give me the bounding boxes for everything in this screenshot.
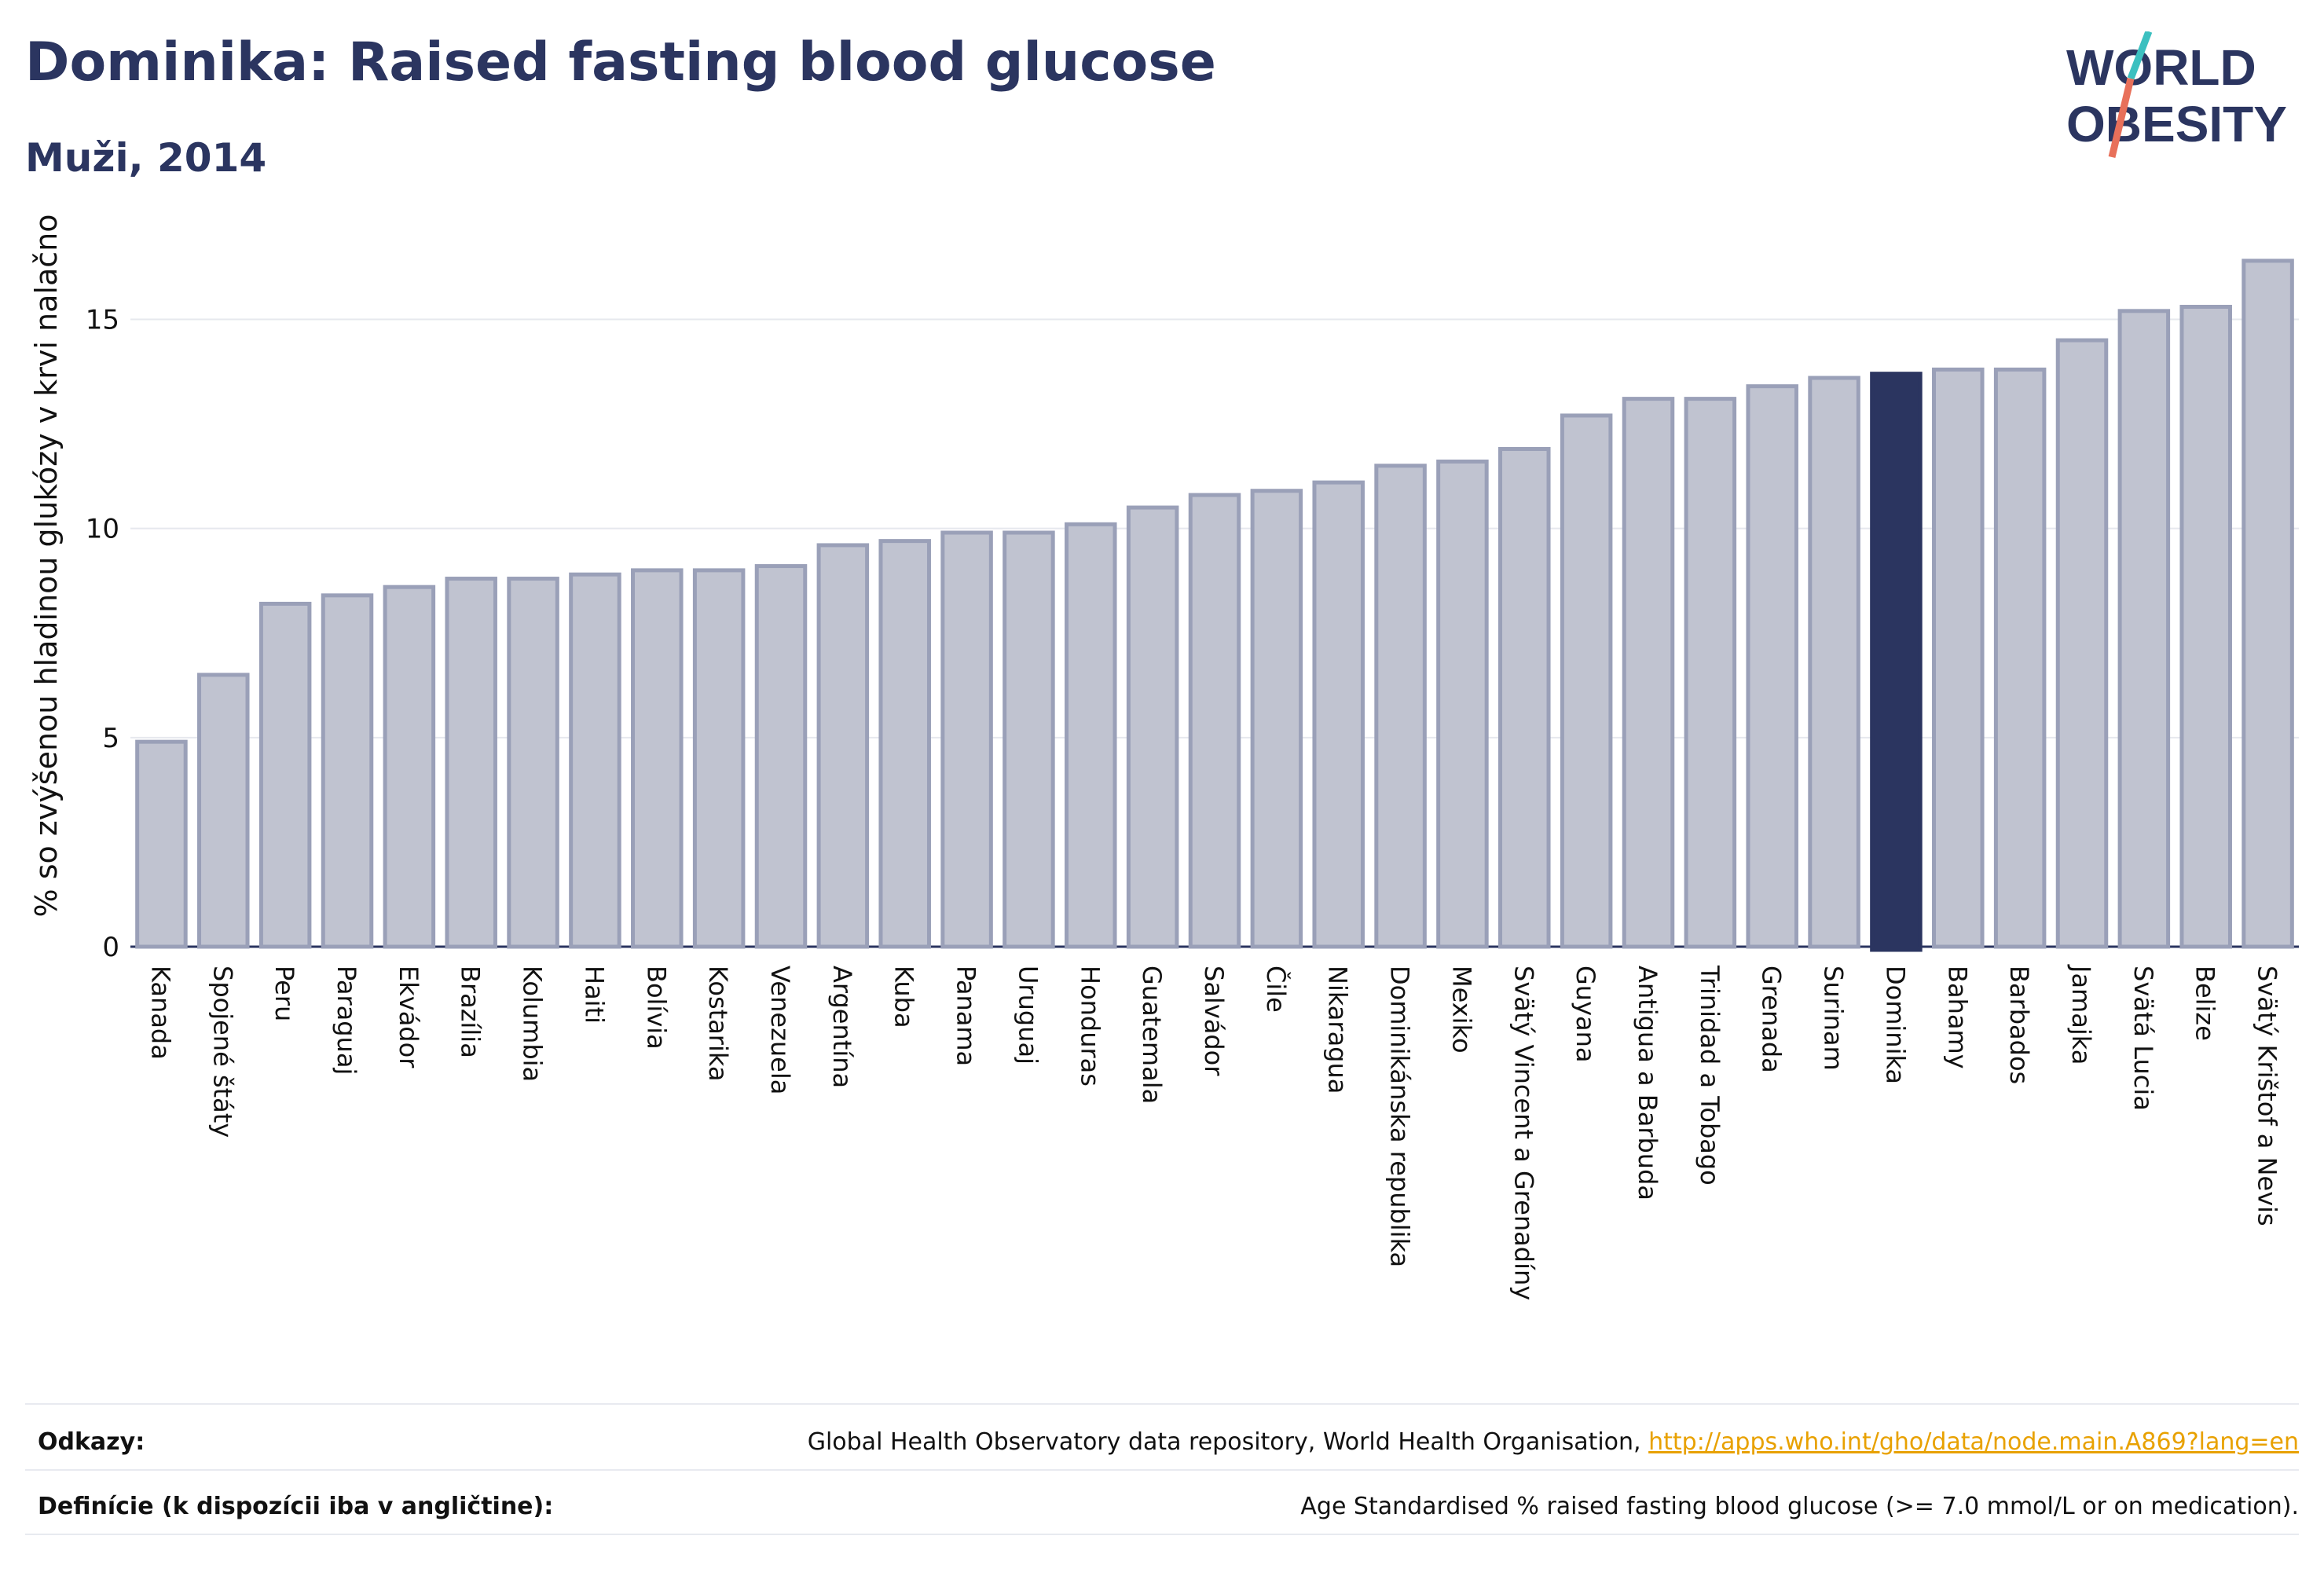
x-tick-label: Bahamy xyxy=(1942,966,1972,1069)
y-tick-label: 15 xyxy=(86,304,119,335)
x-tick-label: Paraguaj xyxy=(332,966,361,1075)
bar-Uruguaj[interactable] xyxy=(1003,530,1055,949)
x-tick-label: Nikaragua xyxy=(1323,966,1353,1094)
bar-Salvádor[interactable] xyxy=(1188,493,1241,949)
x-tick-label: Svätá Lucia xyxy=(2128,966,2158,1111)
bar-Mexiko[interactable] xyxy=(1436,459,1489,949)
logo-line2: OBESITY xyxy=(2066,96,2287,152)
bar-Nikaragua[interactable] xyxy=(1312,480,1365,949)
x-tick-label: Guatemala xyxy=(1137,966,1167,1104)
references-text: Global Health Observatory data repositor… xyxy=(808,1428,2299,1456)
bar-Grenada[interactable] xyxy=(1746,384,1798,949)
bar-Trinidad a Tobago[interactable] xyxy=(1684,397,1737,949)
logo-line1: WORLD xyxy=(2066,39,2256,96)
y-axis-label: % so zvýšenou hladinou glukózy v krvi na… xyxy=(29,214,64,918)
x-tick-label: Dominika xyxy=(1880,966,1910,1084)
logo-slash-teal-icon xyxy=(2127,31,2153,80)
x-tick-label: Peru xyxy=(269,966,299,1021)
x-tick-label: Grenada xyxy=(1757,966,1787,1073)
footer-divider xyxy=(25,1469,2299,1471)
bar-Svätá Lucia[interactable] xyxy=(2117,309,2171,949)
y-tick-label: 10 xyxy=(86,514,119,545)
bar-Panama[interactable] xyxy=(940,530,993,949)
x-tick-label: Svätý Krištof a Nevis xyxy=(2253,966,2282,1226)
references-source: Global Health Observatory data repositor… xyxy=(807,1428,1641,1456)
x-tick-label: Ekvádor xyxy=(394,966,423,1068)
x-tick-label: Barbados xyxy=(2004,966,2034,1084)
footer-divider xyxy=(25,1403,2299,1405)
x-tick-label: Kuba xyxy=(889,966,919,1028)
logo-slash-coral-icon xyxy=(2108,77,2135,159)
y-tick-labels: 0 5 10 15 xyxy=(86,304,119,963)
bar-Kostarika[interactable] xyxy=(692,568,746,949)
x-tick-label: Spojené štáty xyxy=(207,966,237,1138)
x-tick-label: Surinam xyxy=(1819,966,1849,1071)
bar-Brazília[interactable] xyxy=(445,577,497,949)
x-tick-label: Čile xyxy=(1261,966,1292,1013)
world-obesity-logo: WORLD OBESITY xyxy=(2066,31,2287,159)
x-tick-label: Kolumbia xyxy=(518,966,548,1082)
x-tick-label: Svätý Vincent a Grenadíny xyxy=(1508,966,1538,1300)
bar-Svätý Krištof a Nevis[interactable] xyxy=(2242,258,2294,949)
x-tick-label: Jamajka xyxy=(2066,964,2096,1065)
bar-Dominika[interactable] xyxy=(1870,372,1923,952)
footer-divider xyxy=(25,1534,2299,1535)
bar-Surinam[interactable] xyxy=(1808,376,1860,949)
bar-Bolívia[interactable] xyxy=(631,568,684,949)
bar-Kolumbia[interactable] xyxy=(507,577,559,949)
bar-Peru[interactable] xyxy=(258,601,312,949)
chart-title: Dominika: Raised fasting blood glucose xyxy=(25,31,1216,93)
bar-Ekvádor[interactable] xyxy=(383,585,436,949)
x-tick-label: Guyana xyxy=(1571,966,1600,1063)
bar-Guatemala[interactable] xyxy=(1126,505,1179,949)
bar-Venezuela[interactable] xyxy=(754,564,808,949)
bar-Bahamy[interactable] xyxy=(1932,367,1985,949)
x-tick-label: Salvádor xyxy=(1199,966,1229,1076)
x-tick-label: Kanada xyxy=(145,966,175,1060)
x-tick-label: Mexiko xyxy=(1446,966,1476,1054)
x-tick-label: Dominikánska republika xyxy=(1385,966,1415,1267)
x-tick-label: Panama xyxy=(951,966,981,1066)
bar-Spojené štáty[interactable] xyxy=(197,673,250,949)
references-label: Odkazy: xyxy=(38,1428,145,1456)
bar-Argentína[interactable] xyxy=(816,543,870,949)
x-tick-label: Antigua a Barbuda xyxy=(1633,966,1662,1200)
bar-Jamajka[interactable] xyxy=(2055,338,2109,949)
bar-Dominikánska republika[interactable] xyxy=(1374,464,1427,949)
x-tick-label: Argentína xyxy=(827,966,857,1088)
x-tick-label: Honduras xyxy=(1075,966,1105,1087)
x-tick-label: Venezuela xyxy=(765,966,795,1094)
bar-Guyana[interactable] xyxy=(1560,413,1613,949)
x-tick-label: Brazília xyxy=(456,966,486,1058)
y-tick-label: 5 xyxy=(102,723,119,754)
x-tick-label: Kostarika xyxy=(703,966,733,1081)
bar-Haiti[interactable] xyxy=(569,572,621,949)
bar-Kanada[interactable] xyxy=(135,739,188,949)
bar-Antigua a Barbuda[interactable] xyxy=(1622,397,1675,949)
x-tick-labels: Kanada Spojené štáty Peru Paraguaj Ekvádor Br… xyxy=(145,964,2282,1300)
bar-Kuba[interactable] xyxy=(878,539,931,949)
definition-label: Definície (k dispozícii iba v angličtine… xyxy=(38,1493,554,1520)
x-tick-label: Bolívia xyxy=(641,966,671,1050)
x-tick-label: Uruguaj xyxy=(1013,966,1043,1065)
x-tick-label: Belize xyxy=(2190,966,2220,1041)
x-tick-label: Trinidad a Tobago xyxy=(1695,965,1725,1186)
x-tick-label: Haiti xyxy=(579,966,609,1024)
bar-Belize[interactable] xyxy=(2179,305,2232,949)
bars xyxy=(135,258,2294,952)
bar-chart: 0 5 10 15 Kanada Spojené štáty Peru Paraguaj Ek… xyxy=(29,214,2299,1300)
chart-subtitle: Muži, 2014 xyxy=(25,135,267,181)
bar-Svätý Vincent a Grenadíny[interactable] xyxy=(1498,447,1551,949)
bar-Paraguaj[interactable] xyxy=(321,593,374,949)
bar-Čile[interactable] xyxy=(1250,489,1303,949)
bar-Honduras[interactable] xyxy=(1065,522,1117,949)
references-link[interactable]: http://apps.who.int/gho/data/node.main.A… xyxy=(1648,1428,2299,1456)
y-tick-label: 0 xyxy=(102,932,119,963)
bar-Barbados[interactable] xyxy=(1993,367,2047,949)
definition-text: Age Standardised % raised fasting blood … xyxy=(1300,1493,2299,1520)
